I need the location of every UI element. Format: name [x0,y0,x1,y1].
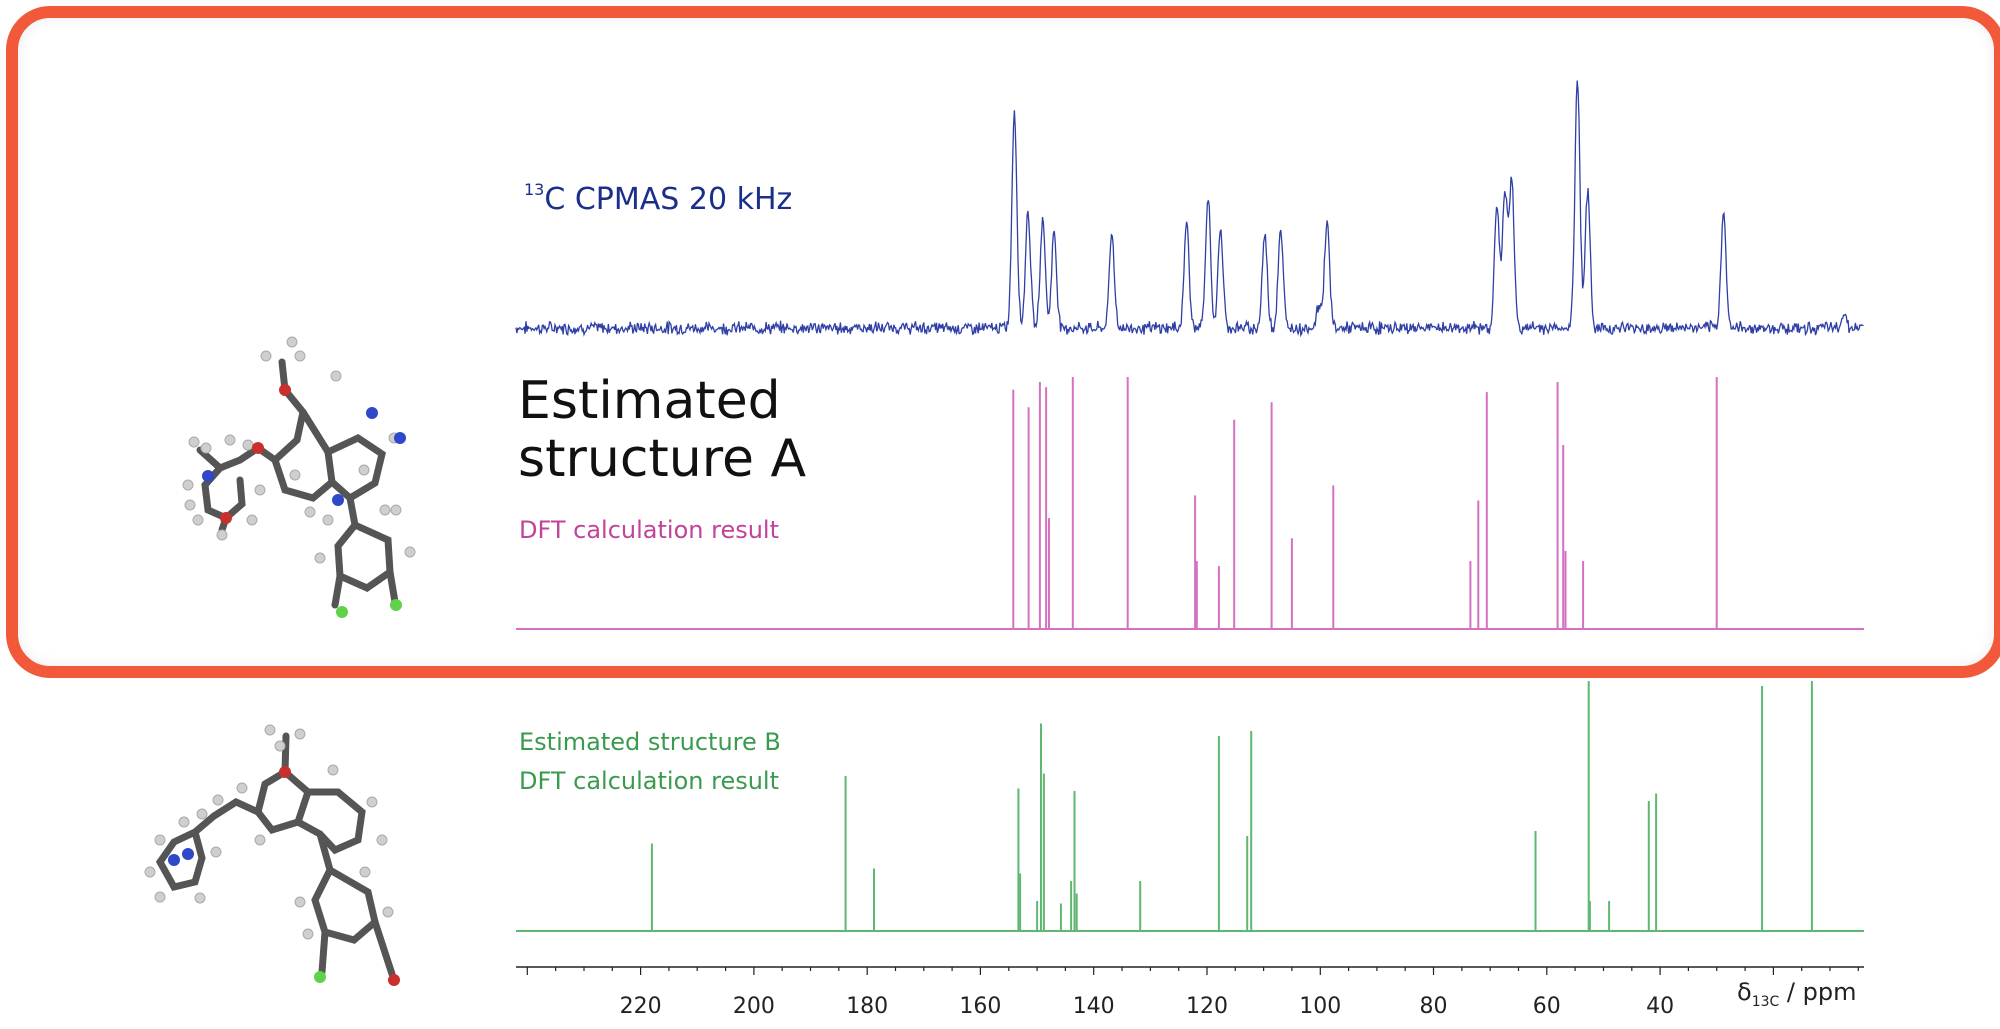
molecule-structure-b [144,724,400,986]
spectrum-line-experimental [515,80,1864,338]
structure-b-dft-label: DFT calculation result [519,767,780,795]
x-tick-label-160: 160 [959,994,1001,1019]
x-tick-label-100: 100 [1299,994,1341,1019]
x-tick-label-140: 140 [1073,994,1115,1019]
x-tick-label-40: 40 [1646,994,1674,1019]
x-tick-label-80: 80 [1420,994,1448,1019]
structure-a-title-line1: Estimated [518,371,781,431]
x-tick-label-180: 180 [846,994,888,1019]
x-tick-label-200: 200 [733,994,775,1019]
x-axis-unit-label: δ13C / ppm [1737,978,1857,1010]
structure-a-title-line2: structure A [518,429,807,489]
x-tick-label-120: 120 [1186,994,1228,1019]
structure-a-dft-label: DFT calculation result [519,516,780,544]
structure-b-title: Estimated structure B [519,728,781,756]
cpmas-label: 13C CPMAS 20 kHz [524,180,793,217]
structure-a-title: Estimated structure A [518,372,806,488]
x-tick-label-220: 220 [620,994,662,1019]
x-tick-label-60: 60 [1533,994,1561,1019]
molecule-structure-a [182,336,416,618]
